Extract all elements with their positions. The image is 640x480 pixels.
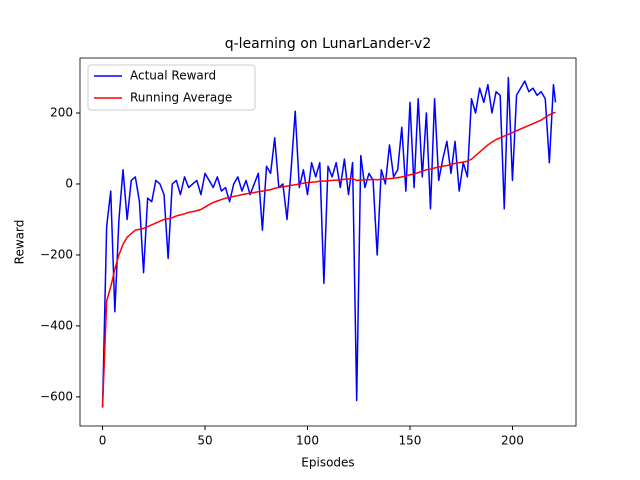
y-tick-label: −200 (40, 247, 73, 261)
x-axis-label: Episodes (301, 456, 354, 470)
y-tick-label: 0 (65, 176, 73, 190)
data-line (101, 111, 556, 408)
x-tick-label: 200 (501, 434, 524, 448)
y-axis-label: Reward (13, 220, 27, 265)
chart-title: q-learning on LunarLander-v2 (225, 36, 432, 52)
x-tick-label: 100 (296, 434, 319, 448)
x-tick-label: 50 (197, 434, 212, 448)
y-tick-label: −400 (40, 318, 73, 332)
x-tick-label: 0 (99, 434, 107, 448)
plot-frame (79, 57, 577, 427)
x-tick-label: 150 (399, 434, 422, 448)
y-tick-label: 200 (50, 106, 73, 120)
y-tick-label: −600 (40, 389, 73, 403)
legend-label: Actual Reward (130, 69, 216, 83)
legend-label: Running Average (130, 91, 232, 105)
legend-box (87, 64, 256, 111)
data-line (101, 76, 557, 408)
